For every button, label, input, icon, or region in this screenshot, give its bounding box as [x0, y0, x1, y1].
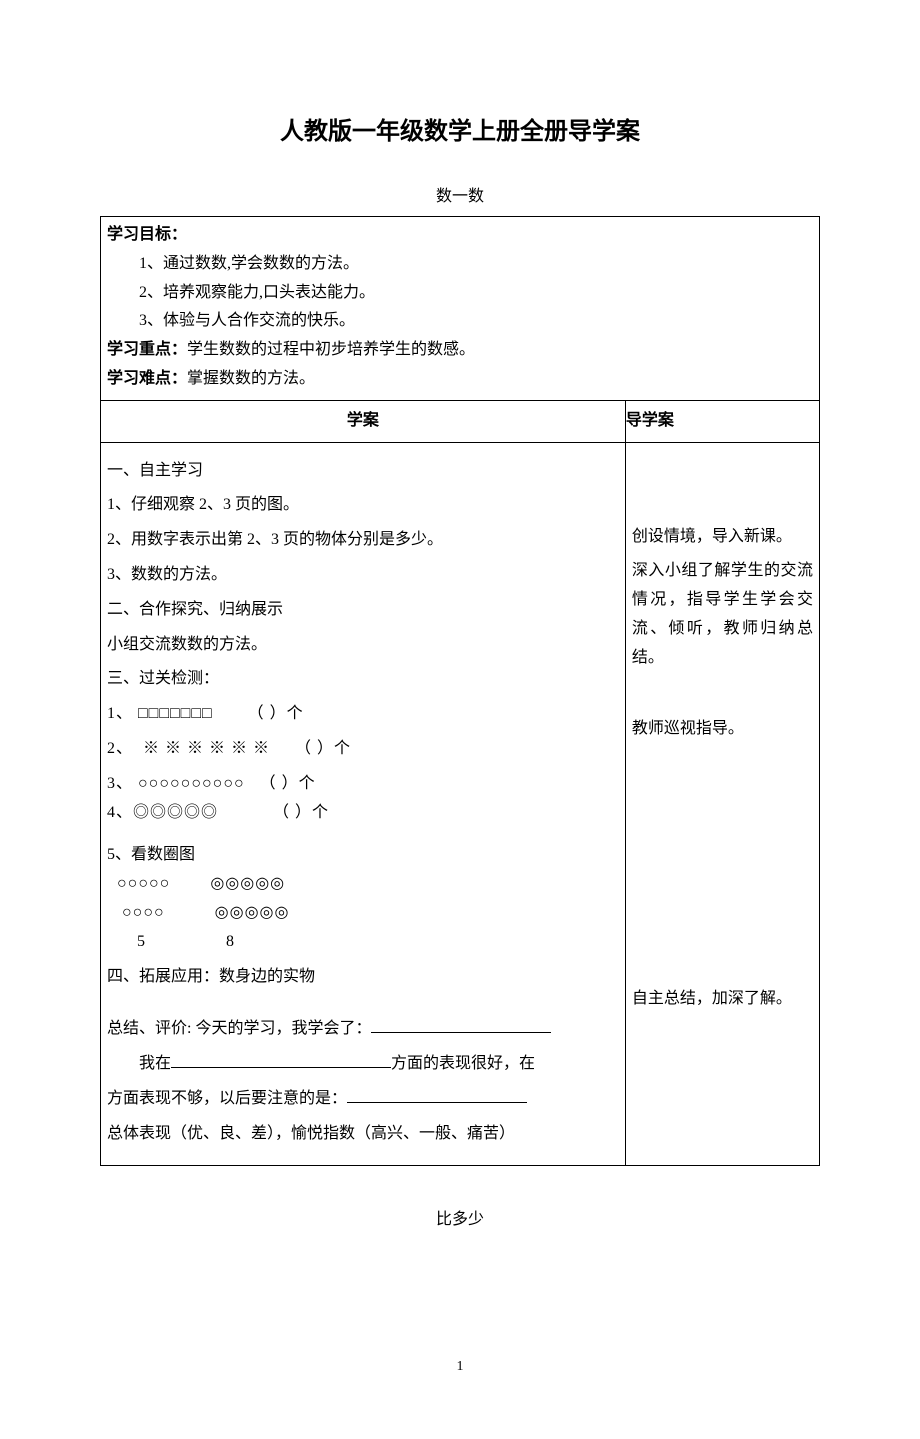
s1-item-3: 3、数数的方法。 — [107, 561, 619, 590]
s3-q1: 1、 □□□□□□□ （ ）个 — [107, 700, 619, 729]
summary-l3-pre: 方面表现不够，以后要注意的是： — [107, 1090, 347, 1107]
col-header-right: 导学案 — [625, 400, 819, 442]
lesson-subtitle: 数一数 — [100, 183, 820, 212]
col-header-left: 学案 — [101, 400, 626, 442]
s3-q5-row3: 5 8 — [107, 928, 619, 957]
guide-p4: 自主总结，加深了解。 — [632, 985, 813, 1014]
summary-prefix: 总结、评价: 今天的学习，我学会了： — [107, 1020, 371, 1037]
s3-q2: 2、 ※ ※ ※ ※ ※ ※ （ ）个 — [107, 735, 619, 764]
section-1-title: 一、自主学习 — [107, 457, 619, 486]
blank-line — [171, 1052, 391, 1068]
difficulty-text: 掌握数数的方法。 — [187, 370, 315, 387]
summary-l2-pre: 我在 — [139, 1055, 171, 1072]
guide-p3: 教师巡视指导。 — [632, 715, 813, 744]
spacer — [632, 679, 813, 709]
section-2-title: 二、合作探究、归纳展示 — [107, 596, 619, 625]
guide-p2: 深入小组了解学生的交流情况，指导学生学会交流、倾听，教师归纳总结。 — [632, 557, 813, 672]
difficulty-label: 学习难点： — [107, 370, 187, 387]
s1-item-2: 2、用数字表示出第 2、3 页的物体分别是多少。 — [107, 526, 619, 555]
objective-2: 2、培养观察能力,口头表达能力。 — [107, 279, 813, 308]
summary-line-2: 我在 方面的表现很好，在 — [107, 1050, 619, 1079]
section-3-title: 三、过关检测： — [107, 665, 619, 694]
summary-line-1: 总结、评价: 今天的学习，我学会了： — [107, 1015, 619, 1044]
spacer — [632, 457, 813, 517]
objective-1: 1、通过数数,学会数数的方法。 — [107, 250, 813, 279]
student-plan-cell: 一、自主学习 1、仔细观察 2、3 页的图。 2、用数字表示出第 2、3 页的物… — [101, 442, 626, 1165]
summary-line-3: 方面表现不够，以后要注意的是： — [107, 1085, 619, 1114]
s3-q5-title: 5、看数圈图 — [107, 841, 619, 870]
objectives-label: 学习目标： — [107, 226, 187, 243]
summary-l2-post: 方面的表现很好，在 — [391, 1055, 535, 1072]
objective-3: 3、体验与人合作交流的快乐。 — [107, 307, 813, 336]
guide-p1: 创设情境，导入新课。 — [632, 523, 813, 552]
s3-q4: 4、◎◎◎◎◎ （ ）个 — [107, 799, 619, 828]
page-title: 人教版一年级数学上册全册导学案 — [100, 110, 820, 153]
teacher-guide-cell: 创设情境，导入新课。 深入小组了解学生的交流情况，指导学生学会交流、倾听，教师归… — [625, 442, 819, 1165]
next-lesson-title: 比多少 — [100, 1206, 820, 1235]
summary-line-4: 总体表现（优、良、差），愉悦指数（高兴、一般、痛苦） — [107, 1120, 619, 1149]
keypoint-text: 学生数数的过程中初步培养学生的数感。 — [187, 341, 475, 358]
keypoint-label: 学习重点： — [107, 341, 187, 358]
header-cell: 学习目标： 1、通过数数,学会数数的方法。 2、培养观察能力,口头表达能力。 3… — [101, 216, 820, 400]
s2-text: 小组交流数数的方法。 — [107, 631, 619, 660]
s3-q3: 3、 ○○○○○○○○○○ （ ）个 — [107, 770, 619, 799]
blank-line — [347, 1087, 527, 1103]
s3-q5-row2: ○○○○ ◎◎◎◎◎ — [107, 899, 619, 928]
spacer — [632, 749, 813, 979]
blank-line — [371, 1017, 551, 1033]
section-4-title: 四、拓展应用：数身边的实物 — [107, 963, 619, 992]
page-number: 1 — [100, 1354, 820, 1379]
lesson-table: 学习目标： 1、通过数数,学会数数的方法。 2、培养观察能力,口头表达能力。 3… — [100, 216, 820, 1166]
s3-q5-row1: ○○○○○ ◎◎◎◎◎ — [107, 870, 619, 899]
s1-item-1: 1、仔细观察 2、3 页的图。 — [107, 491, 619, 520]
